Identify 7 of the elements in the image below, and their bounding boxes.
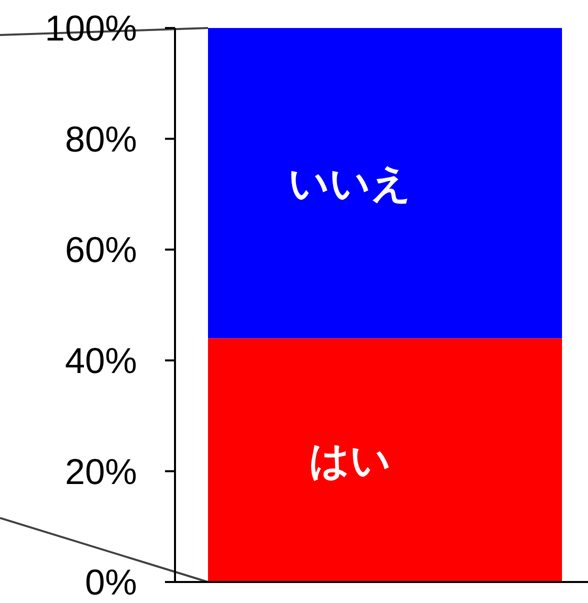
y-tick-label: 20% xyxy=(64,450,137,492)
y-tick-label: 0% xyxy=(84,562,137,603)
y-tick-label: 60% xyxy=(64,229,137,270)
y-tick-label: 40% xyxy=(64,340,137,381)
series-label: いいえ xyxy=(288,161,412,208)
series-label: はい xyxy=(309,438,391,484)
y-tick-label: 80% xyxy=(64,118,137,160)
